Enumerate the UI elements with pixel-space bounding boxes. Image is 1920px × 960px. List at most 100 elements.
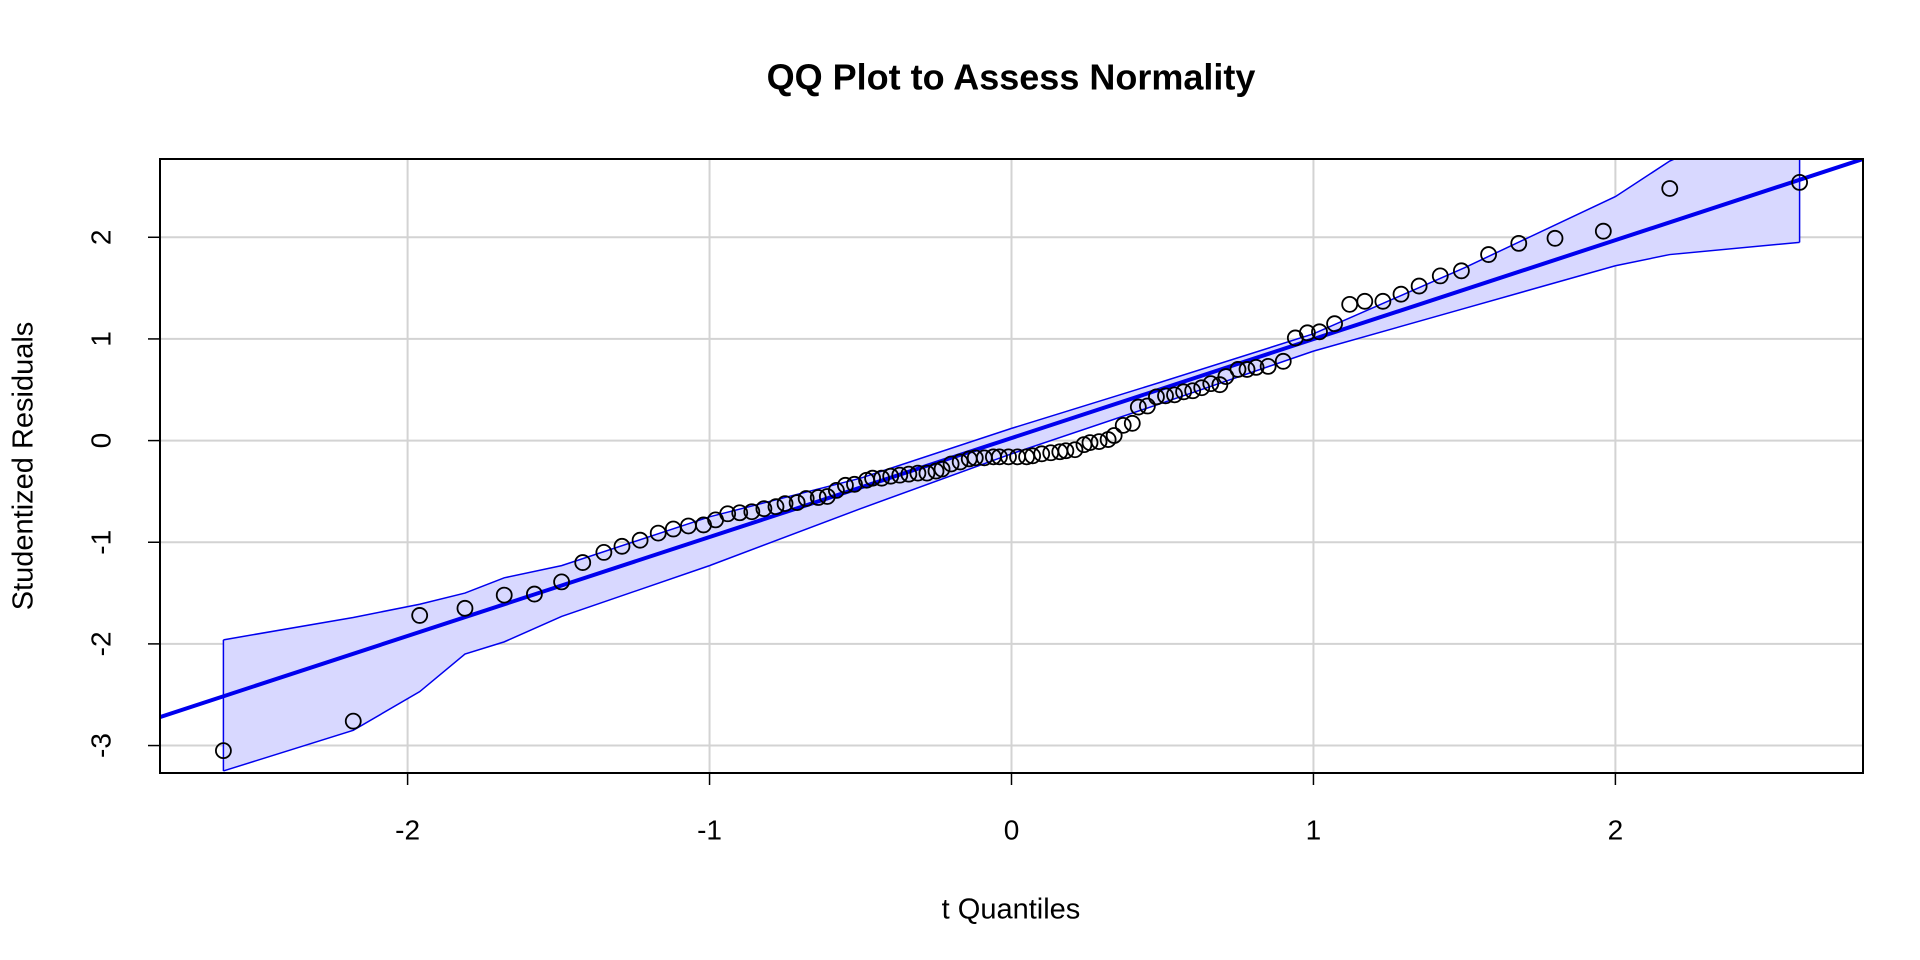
- data-point: [991, 448, 1008, 466]
- data-point: [215, 742, 232, 760]
- data-point: [1356, 292, 1374, 310]
- data-point: [1066, 441, 1084, 459]
- data-point: [595, 544, 613, 561]
- x-axis-label: t Quantiles: [942, 894, 1081, 926]
- y-tick-label: 1: [85, 331, 116, 347]
- y-tick-label: -2: [85, 631, 116, 656]
- data-point: [1024, 447, 1042, 465]
- y-axis-label: Studentized Residuals: [8, 322, 40, 611]
- data-point: [909, 464, 927, 482]
- data-point: [456, 599, 474, 617]
- data-point: [918, 464, 936, 482]
- x-tick-label: 2: [1608, 814, 1624, 845]
- data-point: [900, 465, 918, 483]
- y-tick-label: -3: [85, 733, 116, 758]
- data-point: [1000, 448, 1017, 466]
- data-point: [1105, 427, 1123, 444]
- data-point: [1229, 361, 1247, 378]
- x-tick-label: 1: [1306, 814, 1322, 845]
- data-point: [1175, 383, 1193, 401]
- data-point: [809, 489, 827, 506]
- data-point: [1202, 375, 1220, 393]
- y-tick-label: 0: [85, 433, 116, 449]
- data-point: [1341, 295, 1359, 313]
- data-point: [1274, 352, 1292, 370]
- data-point: [1129, 398, 1147, 416]
- data-point: [1431, 267, 1449, 285]
- data-point: [1661, 180, 1679, 197]
- reference-line: [160, 159, 1863, 719]
- x-tick-label: -1: [697, 814, 722, 845]
- data-point: [1114, 416, 1132, 434]
- data-point: [1392, 285, 1410, 303]
- data-point: [1453, 262, 1470, 280]
- y-tick-label: -1: [85, 530, 116, 555]
- data-point: [1374, 292, 1392, 310]
- data-point: [1138, 397, 1156, 415]
- data-point: [1510, 234, 1528, 252]
- confidence-band: [223, 159, 1800, 771]
- data-point: [767, 498, 785, 516]
- x-tick-label: -2: [395, 814, 420, 845]
- data-point: [553, 573, 570, 591]
- data-point: [1057, 442, 1075, 460]
- data-point: [818, 488, 836, 505]
- data-point: [719, 505, 737, 523]
- data-point: [1247, 358, 1265, 376]
- data-point: [495, 586, 513, 604]
- data-point: [882, 467, 900, 485]
- data-point: [574, 554, 592, 571]
- data-point: [1123, 414, 1141, 432]
- data-point: [864, 469, 882, 487]
- data-point: [1166, 386, 1183, 404]
- data-point: [1033, 445, 1051, 463]
- data-point: [776, 495, 794, 513]
- data-point: [891, 466, 909, 484]
- data-point: [846, 475, 863, 493]
- data-point: [743, 503, 761, 521]
- data-point: [1594, 222, 1612, 240]
- data-point: [827, 481, 845, 499]
- data-point: [1311, 323, 1328, 341]
- band-upper: [223, 159, 1677, 641]
- data-point: [411, 607, 429, 624]
- data-point: [873, 469, 891, 487]
- data-point: [1791, 173, 1808, 191]
- data-point: [1259, 357, 1277, 375]
- data-point: [1148, 388, 1165, 406]
- data-point: [1157, 387, 1174, 405]
- data-point: [1410, 277, 1428, 295]
- data-point: [1299, 324, 1316, 342]
- data-point: [1081, 434, 1099, 452]
- data-point: [933, 460, 951, 478]
- data-point: [1090, 433, 1108, 451]
- data-point: [1326, 315, 1343, 333]
- data-point: [942, 455, 960, 473]
- x-tick-label: 0: [1004, 814, 1020, 845]
- data-point: [951, 453, 969, 471]
- data-point: [788, 494, 806, 511]
- data-point: [649, 524, 667, 542]
- data-point: [344, 712, 362, 730]
- axes: -2 -1 0 1 2 -3 -2 -1 0 1 2: [85, 158, 1864, 845]
- data-point: [631, 531, 649, 549]
- data-point: [1546, 229, 1564, 247]
- data-point: [613, 537, 631, 555]
- data-point: [755, 500, 773, 518]
- data-point: [526, 585, 543, 603]
- band-lower: [223, 241, 1800, 772]
- chart-title: QQ Plot to Assess Normality: [767, 57, 1256, 98]
- data-point: [1238, 361, 1256, 378]
- data-point: [837, 476, 854, 494]
- data-point: [966, 449, 984, 467]
- y-tick-label: 2: [85, 229, 116, 245]
- data-point: [731, 504, 749, 522]
- plot-area: [160, 159, 1863, 772]
- data-point: [1480, 246, 1497, 263]
- data-point: [797, 490, 815, 507]
- data-point: [1217, 368, 1235, 385]
- data-point: [1184, 382, 1202, 400]
- data-point: [1193, 379, 1211, 397]
